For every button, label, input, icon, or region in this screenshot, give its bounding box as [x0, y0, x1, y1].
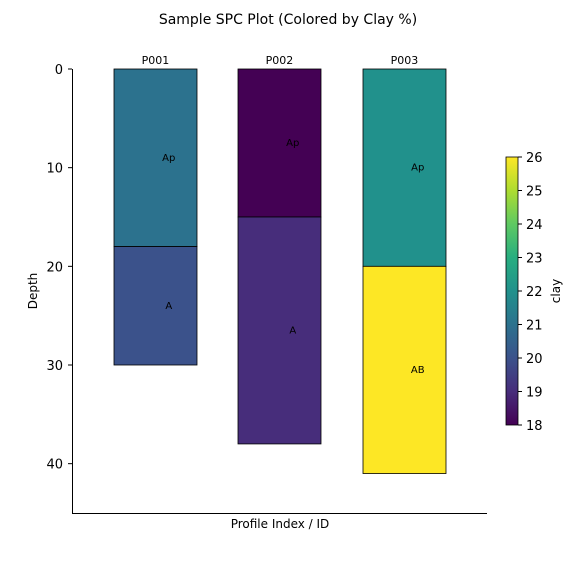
x-axis-label: Profile Index / ID [231, 517, 330, 531]
y-tick-label: 20 [46, 260, 63, 275]
colorbar-tick-label: 19 [526, 386, 543, 401]
profile-label: P003 [391, 54, 419, 67]
profiles-layer: P001 Ap A P002 Ap A P003 Ap AB [113, 54, 447, 474]
y-axis-label: Depth [26, 273, 40, 310]
colorbar-tick-label: 18 [526, 419, 543, 434]
horizon-label: Ap [286, 138, 299, 149]
profile-label: P001 [142, 54, 170, 67]
horizon-label: AB [411, 365, 425, 376]
y-tick-label: 30 [46, 359, 63, 374]
horizon-ab [362, 265, 447, 474]
y-ticks: 0 10 20 30 40 [46, 63, 72, 473]
profile-p002: P002 Ap A [237, 54, 322, 445]
horizon-ap [237, 68, 322, 218]
horizon-label: A [165, 301, 172, 312]
colorbar-tick-label: 26 [526, 151, 543, 166]
profile-p003: P003 Ap AB [362, 54, 447, 474]
y-tick-label: 10 [46, 162, 63, 177]
profile-label: P002 [266, 54, 294, 67]
colorbar-tick-label: 22 [526, 285, 543, 300]
horizon-label: Ap [411, 163, 424, 174]
chart-title: Sample SPC Plot (Colored by Clay %) [159, 12, 417, 28]
colorbar-tick-label: 20 [526, 352, 543, 367]
y-tick-label: 0 [55, 63, 63, 78]
horizon-a [113, 246, 198, 366]
horizon-label: Ap [162, 153, 175, 164]
horizon-label: A [289, 325, 296, 336]
horizon-a [237, 216, 322, 445]
colorbar-tick-label: 24 [526, 218, 543, 233]
y-tick-label: 40 [46, 458, 63, 473]
colorbar [505, 156, 519, 426]
colorbar-tick-label: 25 [526, 185, 543, 200]
horizon-ap [113, 68, 198, 248]
colorbar-tick-label: 23 [526, 252, 543, 267]
colorbar-label: clay [549, 279, 563, 303]
profile-p001: P001 Ap A [113, 54, 198, 366]
colorbar-tick-label: 21 [526, 319, 543, 334]
colorbar-ticks: 18 19 20 21 22 23 24 25 26 [518, 151, 543, 434]
horizon-ap [362, 68, 447, 267]
